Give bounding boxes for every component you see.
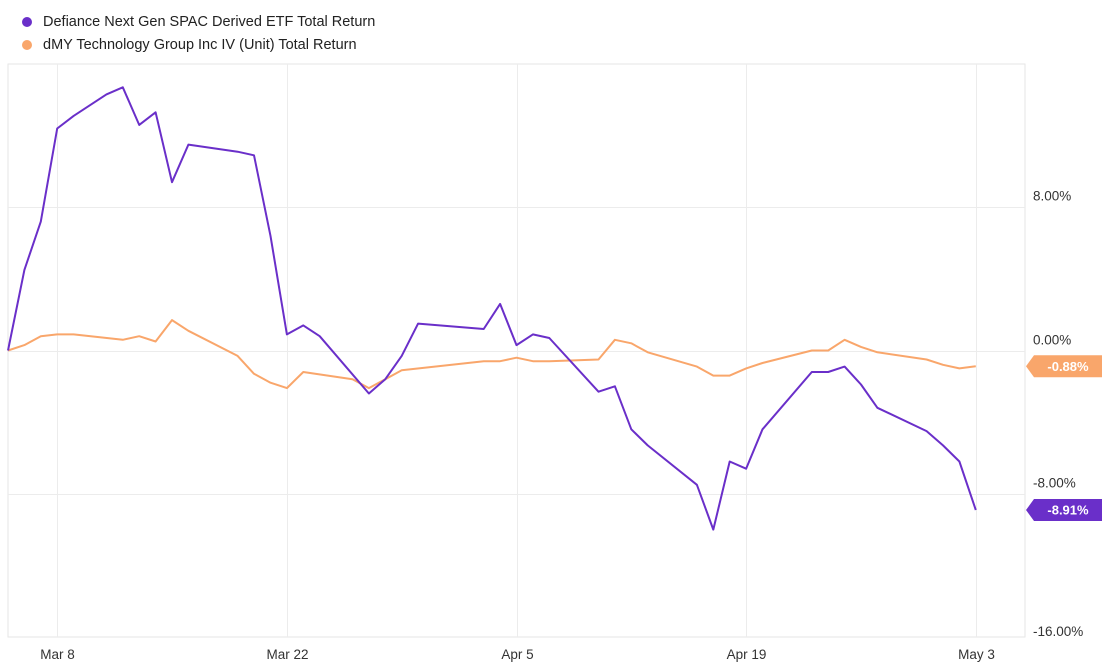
legend-dot-dmy-icon	[22, 39, 32, 50]
y-tick-label: 8.00%	[1033, 189, 1071, 204]
y-tick-label: -8.00%	[1033, 476, 1076, 491]
series-line-etf	[7, 86, 977, 531]
y-tick-label: 0.00%	[1033, 333, 1071, 348]
legend-dot-etf-icon	[22, 16, 32, 27]
x-tick-label: Mar 8	[40, 647, 75, 662]
end-value-label: -0.88%	[1047, 359, 1089, 374]
x-tick-label: May 3	[958, 647, 995, 662]
end-value-badge-etf: -8.91%	[1026, 499, 1102, 522]
legend-label-dmy: dMY Technology Group Inc IV (Unit) Total…	[43, 36, 357, 53]
x-tick-label: Mar 22	[266, 647, 308, 662]
series-line-dmy	[7, 319, 976, 390]
x-tick-label: Apr 5	[501, 647, 533, 662]
legend-item-etf[interactable]: Defiance Next Gen SPAC Derived ETF Total…	[22, 10, 375, 33]
end-value-badge-bg	[1026, 355, 1102, 378]
legend-label-etf: Defiance Next Gen SPAC Derived ETF Total…	[43, 13, 376, 30]
legend-item-dmy[interactable]: dMY Technology Group Inc IV (Unit) Total…	[22, 33, 375, 56]
end-value-label: -8.91%	[1047, 503, 1089, 518]
chart-legend: Defiance Next Gen SPAC Derived ETF Total…	[22, 10, 375, 56]
x-tick-label: Apr 19	[727, 647, 767, 662]
end-value-badge-bg	[1026, 499, 1102, 522]
end-value-badge-dmy: -0.88%	[1026, 355, 1102, 378]
y-tick-label: -16.00%	[1033, 624, 1083, 639]
